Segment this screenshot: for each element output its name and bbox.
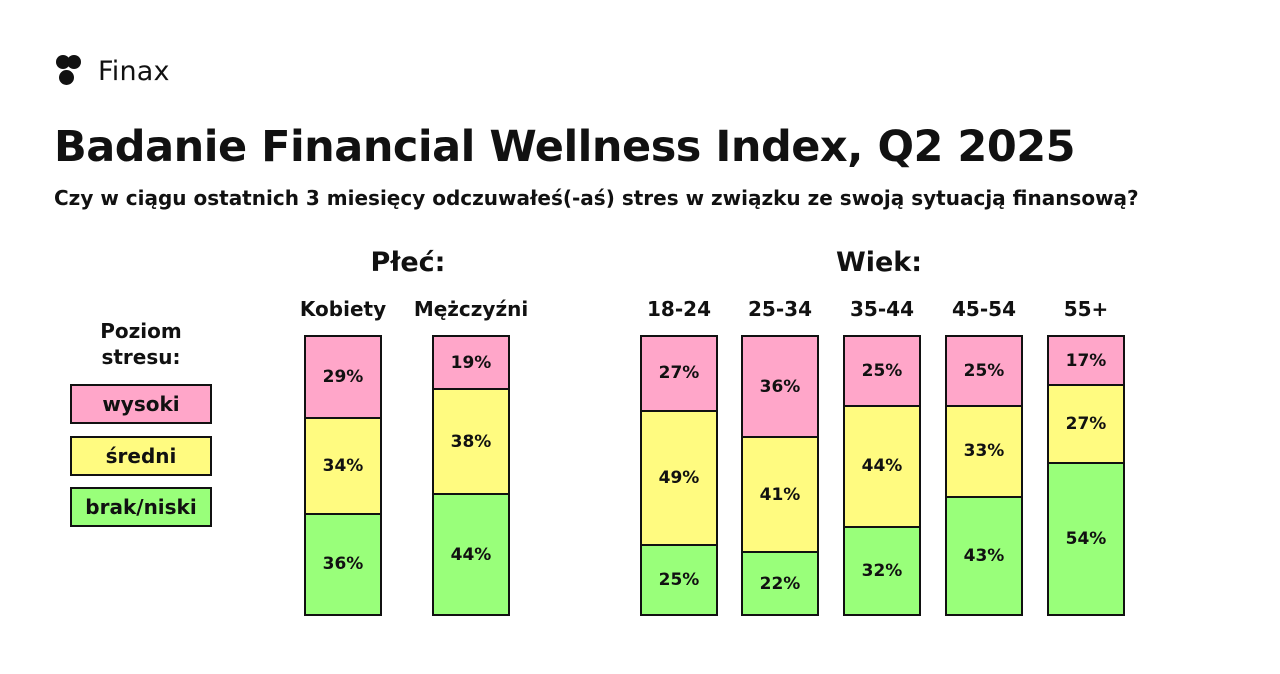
bar-segment-low: 43% (947, 495, 1021, 615)
legend-item-low: brak/niski (70, 487, 212, 527)
brand-name: Finax (98, 55, 170, 87)
legend-label-low: brak/niski (85, 495, 197, 519)
bar-segment-medium: 44% (845, 404, 919, 526)
category-label: 45-54 (952, 297, 1016, 321)
stacked-bar: 17% 27% 54% (1047, 335, 1125, 616)
category-label: 55+ (1063, 297, 1109, 321)
stacked-bar: 25% 44% 32% (843, 335, 921, 616)
bar-segment-high: 17% (1049, 337, 1123, 385)
category-label: 35-44 (850, 297, 914, 321)
bar-segment-high: 25% (845, 337, 919, 405)
legend-label-high: wysoki (102, 392, 180, 416)
category-label: 18-24 (647, 297, 711, 321)
bar-segment-low: 44% (434, 493, 508, 615)
stacked-bar: 25% 33% 43% (945, 335, 1023, 616)
bar-segment-high: 36% (743, 337, 817, 437)
bar-segment-low: 54% (1049, 461, 1123, 614)
stacked-bar: 27% 49% 25% (640, 335, 718, 616)
bar-segment-low: 32% (845, 525, 919, 615)
legend-title: Poziom stresu: (100, 319, 182, 369)
bar-segment-medium: 41% (743, 436, 817, 552)
bar-segment-medium: 33% (947, 404, 1021, 496)
bar-segment-low: 36% (306, 512, 380, 614)
stacked-bar: 29% 34% 36% (304, 335, 382, 616)
finax-logo-icon (56, 54, 86, 88)
bar-segment-high: 29% (306, 337, 380, 417)
brand: Finax (56, 54, 170, 88)
legend-item-medium: średni (70, 436, 212, 476)
legend-item-high: wysoki (70, 384, 212, 424)
category-label: Kobiety (299, 297, 387, 321)
group-title-age: Wiek: (835, 247, 923, 278)
bar-segment-medium: 38% (434, 388, 508, 494)
bar-segment-low: 25% (642, 544, 716, 615)
bar-segment-high: 19% (434, 337, 508, 389)
stacked-bar: 19% 38% 44% (432, 335, 510, 616)
bar-segment-low: 22% (743, 551, 817, 614)
category-label: 25-34 (748, 297, 812, 321)
category-label: Mężczyźni (413, 297, 529, 321)
bar-segment-high: 27% (642, 337, 716, 410)
bar-segment-medium: 49% (642, 409, 716, 545)
legend-label-medium: średni (105, 444, 177, 468)
page-subtitle: Czy w ciągu ostatnich 3 miesięcy odczuwa… (54, 186, 1139, 210)
page-title: Badanie Financial Wellness Index, Q2 202… (54, 122, 1076, 172)
bar-segment-medium: 27% (1049, 384, 1123, 462)
bar-segment-medium: 34% (306, 416, 380, 513)
group-title-gender: Płeć: (370, 247, 446, 278)
stacked-bar: 36% 41% 22% (741, 335, 819, 616)
bar-segment-high: 25% (947, 337, 1021, 405)
